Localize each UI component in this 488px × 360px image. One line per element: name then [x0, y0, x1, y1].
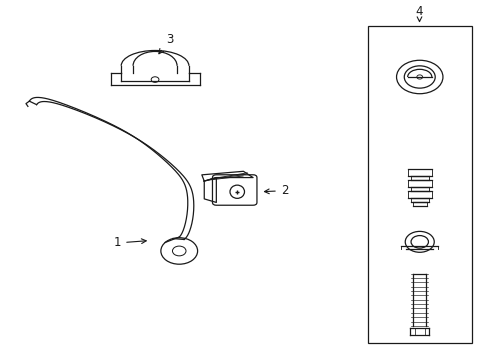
- Text: 3: 3: [159, 33, 173, 54]
- Text: 1: 1: [114, 237, 146, 249]
- Bar: [367, 26, 471, 343]
- Text: 2: 2: [264, 184, 287, 197]
- Text: 4: 4: [415, 5, 423, 22]
